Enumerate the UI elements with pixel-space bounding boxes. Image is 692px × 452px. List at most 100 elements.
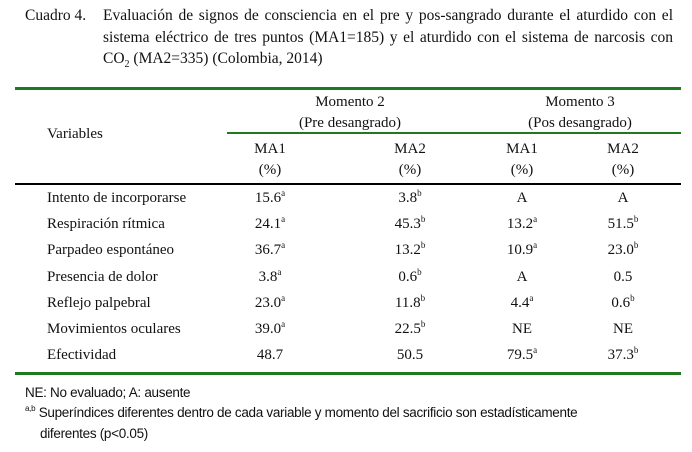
column-name: MA1 bbox=[506, 141, 538, 157]
cell-value: 0.6 bbox=[398, 269, 418, 285]
table-cell: 48.7 bbox=[215, 347, 325, 364]
column-header: MA2 (%) bbox=[360, 139, 460, 181]
footnote-text: Superíndices diferentes dentro de cada v… bbox=[38, 405, 578, 420]
row-variable: Movimientos oculares bbox=[47, 321, 181, 337]
row-variable: Efectividad bbox=[47, 347, 117, 363]
cell-superscript: a bbox=[533, 240, 538, 250]
table-cell: 79.5a bbox=[467, 346, 577, 364]
table-cell: 0.6b bbox=[355, 267, 465, 286]
table-cell: 24.1a bbox=[215, 214, 325, 233]
caption-text: Evaluación de signos de consciencia en e… bbox=[103, 5, 673, 70]
row-variable: Respiración rítmica bbox=[47, 216, 165, 232]
table-cell: A bbox=[568, 190, 678, 207]
table-cell: 51.5b bbox=[568, 215, 678, 233]
table-cell: 4.4a bbox=[467, 294, 577, 312]
table-cell: 22.5b bbox=[355, 319, 465, 338]
caption-text-main: Evaluación de signos de consciencia en e… bbox=[103, 7, 673, 67]
cell-superscript: b bbox=[633, 345, 639, 355]
table-cell: 39.0a bbox=[215, 319, 325, 338]
group-title: Momento 3 bbox=[545, 94, 615, 110]
top-rule bbox=[15, 87, 681, 90]
footnote-marker: a,b bbox=[25, 404, 36, 413]
table-cell: 23.0b bbox=[568, 240, 678, 259]
group-header-momento-2: Momento 2 (Pre desangrado) bbox=[260, 92, 440, 134]
column-unit: (%) bbox=[398, 162, 422, 178]
cell-value: 10.9 bbox=[506, 242, 534, 258]
cell-value: 79.5 bbox=[506, 347, 534, 363]
cell-superscript: a bbox=[281, 240, 286, 250]
table-cell: 13.2b bbox=[355, 241, 465, 259]
cell-value: 39.0 bbox=[254, 321, 282, 337]
row-variable: Parpadeo espontáneo bbox=[47, 242, 175, 258]
column-unit: (%) bbox=[611, 162, 635, 178]
column-name: MA2 bbox=[394, 141, 426, 157]
footnote-abbreviations: NE: No evaluado; A: ausente bbox=[25, 385, 191, 400]
column-unit: (%) bbox=[510, 162, 534, 178]
cell-superscript: b bbox=[417, 267, 422, 277]
cell-superscript: a bbox=[281, 214, 286, 224]
group-header-momento-3: Momento 3 (Pos desangrado) bbox=[490, 92, 670, 134]
table-cell: 13.2a bbox=[467, 214, 577, 233]
cell-value: 23.0 bbox=[254, 295, 282, 311]
cell-value: 4.4 bbox=[510, 295, 530, 311]
footnote-significance: a,b Superíndices diferentes dentro de ca… bbox=[25, 404, 578, 421]
column-unit: (%) bbox=[258, 162, 282, 178]
table-cell: NE bbox=[467, 321, 577, 338]
table-cell: 10.9a bbox=[467, 240, 577, 259]
cell-value: NE bbox=[613, 321, 633, 337]
cell-value: 15.6 bbox=[254, 190, 282, 206]
group-subtitle: (Pos desangrado) bbox=[528, 115, 632, 131]
caption-label: Cuadro 4. bbox=[25, 7, 87, 24]
row-variable: Presencia de dolor bbox=[47, 269, 158, 285]
cell-superscript: b bbox=[417, 188, 422, 198]
cell-superscript: b bbox=[420, 319, 426, 329]
table-cell: NE bbox=[568, 321, 678, 338]
cell-value: 45.3 bbox=[394, 216, 421, 232]
cell-superscript: a bbox=[533, 214, 538, 224]
column-name: MA2 bbox=[607, 141, 639, 157]
cell-value: 13.2 bbox=[394, 242, 421, 258]
table-cell: 3.8a bbox=[215, 267, 325, 286]
cell-value: 0.6 bbox=[611, 295, 631, 311]
table-cell: 11.8b bbox=[355, 293, 465, 312]
cell-value: A bbox=[617, 190, 629, 206]
bottom-rule bbox=[15, 372, 681, 375]
cell-superscript: b bbox=[420, 293, 426, 303]
cell-value: 50.5 bbox=[396, 347, 424, 363]
cell-superscript: b bbox=[633, 240, 639, 250]
table-cell: 36.7a bbox=[215, 240, 325, 259]
caption-subscript: 2 bbox=[124, 59, 130, 71]
cell-superscript: a bbox=[281, 188, 286, 198]
cell-value: 0.5 bbox=[613, 269, 633, 285]
table-cell: 50.5 bbox=[355, 347, 465, 364]
column-header: MA2 (%) bbox=[573, 139, 673, 181]
column-header: MA1 (%) bbox=[472, 139, 572, 181]
cell-superscript: b bbox=[630, 293, 635, 303]
table-cell: 45.3b bbox=[355, 214, 465, 233]
table-cell: 15.6a bbox=[215, 188, 325, 207]
cell-superscript: a bbox=[281, 293, 286, 303]
cell-superscript: a bbox=[277, 267, 282, 277]
footnote-significance-cont: diferentes (p<0.05) bbox=[40, 426, 148, 441]
variables-header: Variables bbox=[47, 126, 103, 142]
cell-value: 51.5 bbox=[607, 216, 634, 232]
cell-value: 3.8 bbox=[398, 190, 418, 206]
cell-superscript: a bbox=[281, 319, 286, 329]
column-header: MA1 (%) bbox=[220, 139, 320, 181]
cell-value: 24.1 bbox=[254, 216, 282, 232]
cell-value: NE bbox=[512, 321, 532, 337]
cell-superscript: b bbox=[420, 214, 426, 224]
cell-value: A bbox=[516, 269, 528, 285]
cell-value: 36.7 bbox=[254, 242, 282, 258]
table-cell: 0.6b bbox=[568, 293, 678, 312]
row-variable: Intento de incorporarse bbox=[47, 190, 187, 206]
cell-value: 22.5 bbox=[394, 321, 421, 337]
group-title: Momento 2 bbox=[315, 94, 385, 110]
caption-text-end: (MA2=335) (Colombia, 2014) bbox=[129, 50, 323, 67]
row-variable: Reflejo palpebral bbox=[47, 295, 151, 311]
cell-value: 3.8 bbox=[258, 269, 278, 285]
table-cell: A bbox=[467, 269, 577, 286]
column-name: MA1 bbox=[254, 141, 286, 157]
cell-value: 37.3 bbox=[607, 347, 634, 363]
